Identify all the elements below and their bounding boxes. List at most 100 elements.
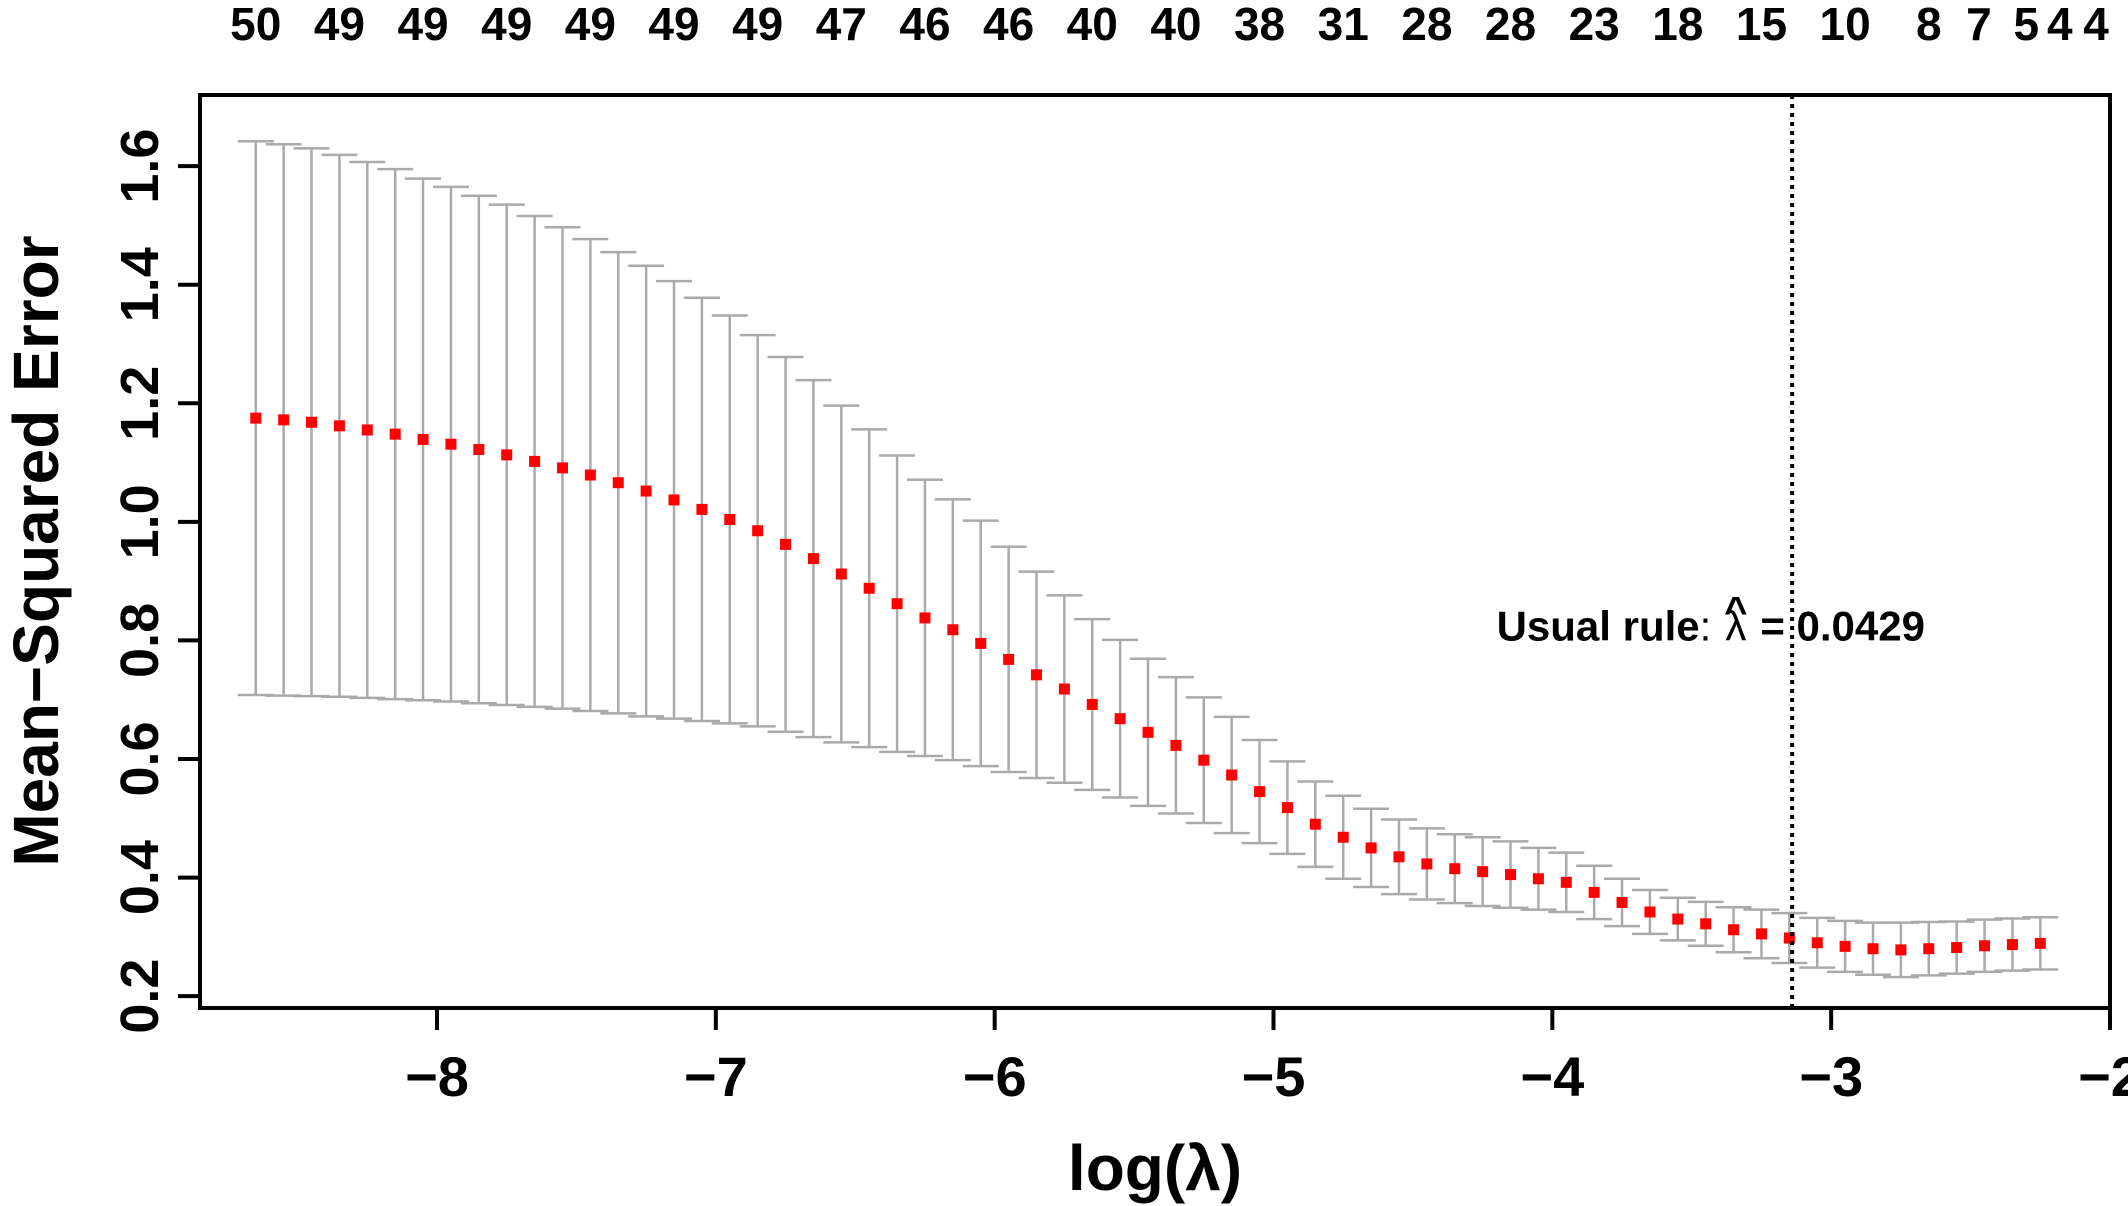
data-point (1560, 876, 1572, 888)
data-point (1198, 754, 1210, 766)
x-tick-label: −8 (405, 1045, 469, 1108)
data-point (1170, 739, 1182, 751)
y-tick-label: 1.0 (110, 484, 170, 559)
usual-rule-annotation: Usual rule: λ = 0.0429 ^ (1497, 589, 1925, 649)
data-point (1393, 851, 1405, 863)
x-tick-label: −6 (963, 1045, 1027, 1108)
data-point (445, 438, 457, 450)
data-point (975, 637, 987, 649)
data-point (584, 469, 596, 481)
top-axis-count-label: 50 (230, 0, 281, 50)
data-point (780, 538, 792, 550)
y-tick-label: 1.6 (110, 129, 170, 204)
top-axis-count-label: 49 (732, 0, 783, 50)
data-point (807, 553, 819, 565)
top-axis-count-label: 49 (565, 0, 616, 50)
data-point (724, 513, 736, 525)
data-point (1783, 932, 1795, 944)
data-point (1114, 713, 1126, 725)
data-point (1226, 769, 1238, 781)
top-axis-count-label: 46 (983, 0, 1034, 50)
y-tick-label: 1.4 (110, 247, 170, 322)
data-point (891, 598, 903, 610)
data-point (947, 624, 959, 636)
data-point (1588, 886, 1600, 898)
data-point (696, 503, 708, 515)
usual-rule-colon: : (1700, 602, 1712, 649)
data-point (612, 477, 624, 489)
data-point (250, 412, 262, 424)
data-point (1142, 726, 1154, 738)
top-axis-count-label: 5 (2014, 0, 2040, 50)
data-point (1309, 818, 1321, 830)
data-point (1532, 873, 1544, 885)
top-axis-count-label: 40 (1150, 0, 1201, 50)
data-point (1839, 940, 1851, 952)
top-axis-count-label: 49 (648, 0, 699, 50)
data-point (501, 449, 513, 461)
y-tick-label: 1.2 (110, 366, 170, 441)
data-point (1616, 896, 1628, 908)
data-point (1365, 842, 1377, 854)
y-tick-label: 0.2 (110, 959, 170, 1034)
data-point (333, 420, 345, 432)
data-point (1421, 858, 1433, 870)
y-axis: 0.2 0.4 0.6 0.8 1.0 1.2 1.4 1.6 (110, 129, 202, 1034)
top-axis-count-label: 10 (1820, 0, 1871, 50)
data-point (556, 462, 568, 474)
data-point (278, 414, 290, 426)
point-layer (250, 412, 2046, 956)
lambda-hat-symbol: λ (1725, 602, 1746, 649)
x-axis-label: log(λ) (1068, 1132, 1242, 1204)
data-point (640, 485, 652, 497)
x-tick-label: −4 (1520, 1045, 1584, 1108)
data-point (1923, 943, 1935, 955)
data-point (1700, 918, 1712, 930)
data-point (1030, 669, 1042, 681)
top-axis-count-label: 31 (1318, 0, 1369, 50)
data-point (668, 494, 680, 506)
top-axis-count-label: 38 (1234, 0, 1285, 50)
data-point (417, 433, 429, 445)
data-point (1811, 937, 1823, 949)
data-point (1979, 940, 1991, 952)
data-point (1058, 683, 1070, 695)
usual-rule-text: Usual rule: λ = 0.0429 (1497, 602, 1925, 649)
top-axis-count-label: 4 (2083, 0, 2109, 50)
data-point (1755, 928, 1767, 940)
top-axis-count-label: 49 (314, 0, 365, 50)
data-point (1895, 944, 1907, 956)
data-point (361, 424, 373, 436)
x-tick-label: −5 (1242, 1045, 1306, 1108)
data-point (389, 428, 401, 440)
top-axis-count-label: 28 (1485, 0, 1536, 50)
x-tick-label: −7 (684, 1045, 748, 1108)
top-axis-count-label: 47 (816, 0, 867, 50)
data-point (1003, 653, 1015, 665)
top-axis-count-label: 18 (1652, 0, 1703, 50)
data-point (1672, 913, 1684, 925)
data-point (2034, 937, 2046, 949)
data-point (752, 525, 764, 537)
y-axis-label: Mean−Squared Error (0, 235, 72, 866)
lambda-hat-caret: ^ (1724, 589, 1747, 633)
data-point (473, 444, 485, 456)
top-axis-count-label: 15 (1736, 0, 1787, 50)
data-point (1951, 942, 1963, 954)
data-point (1477, 866, 1489, 878)
data-point (1337, 831, 1349, 843)
data-point (1254, 786, 1266, 798)
data-point (863, 582, 875, 594)
top-axis-count-label: 23 (1569, 0, 1620, 50)
y-tick-label: 0.6 (110, 721, 170, 796)
top-axis-count-label: 46 (899, 0, 950, 50)
data-point (1728, 924, 1740, 936)
data-point (1449, 863, 1461, 875)
data-point (1281, 802, 1293, 814)
x-tick-label: −3 (1799, 1045, 1863, 1108)
top-axis-count-label: 7 (1966, 0, 1992, 50)
top-axis-nonzero-counts: 50 49 49 49 49 49 49 47 46 46 40 40 38 31 28 28 23 18 15 10… (230, 0, 2109, 50)
top-axis-count-label: 28 (1401, 0, 1452, 50)
top-axis-count-label: 49 (397, 0, 448, 50)
